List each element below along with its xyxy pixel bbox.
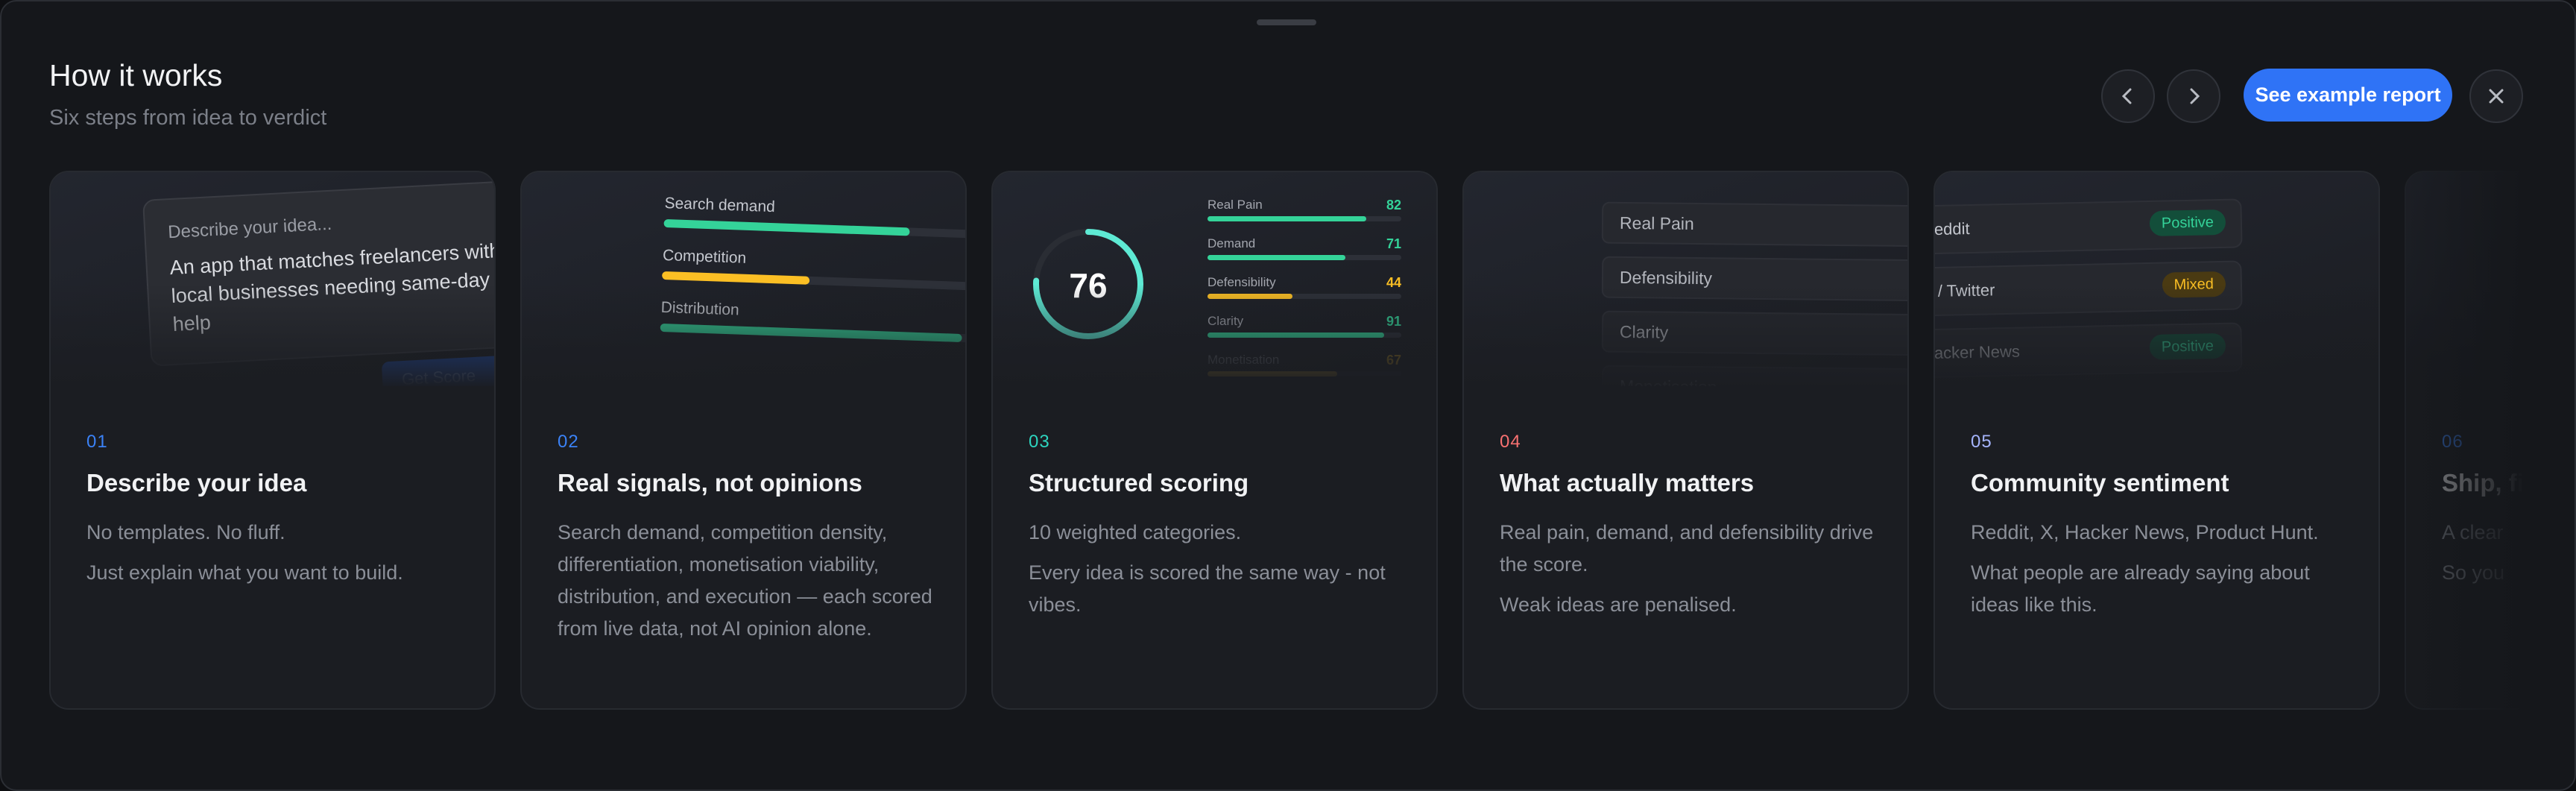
step-card: RedditPositiveX / TwitterMixedHacker New… [1933, 171, 2380, 710]
step-card: Real PainDefensibilityClarityMonetisatio… [1462, 171, 1909, 710]
step-body: Search demand, competition density, diff… [558, 517, 934, 653]
preview-fade [51, 284, 494, 388]
preview-fade [1464, 284, 1907, 388]
step-title: Real signals, not opinions [558, 469, 862, 497]
step-body: No templates. No fluff. Just explain what… [86, 517, 463, 597]
preview-fade [522, 284, 965, 388]
step-body: Real pain, demand, and defensibility dri… [1500, 517, 1876, 629]
row-label: Demand [1208, 236, 1256, 250]
drag-handle[interactable] [1257, 19, 1316, 25]
row-label: Real Pain [1208, 198, 1263, 212]
bar [663, 218, 910, 236]
row-value: 82 [1386, 198, 1401, 212]
step-text: Reddit, X, Hacker News, Product Hunt. [1971, 521, 2319, 543]
sentiment-badge: Positive [2149, 209, 2226, 236]
step-body: 10 weighted categories. Every idea is sco… [1029, 517, 1405, 629]
step-number: 04 [1500, 432, 1521, 452]
step-text: 10 weighted categories. [1029, 521, 1242, 543]
preview-fade [993, 284, 1436, 388]
close-button[interactable] [2469, 69, 2523, 123]
step-text: Every idea is scored the same way - not … [1029, 561, 1386, 616]
cta-button[interactable]: See example report [2244, 69, 2452, 122]
row-value: 71 [1386, 236, 1401, 251]
step-card: 76Real Pain82Demand71Defensibility44Clar… [991, 171, 1438, 710]
step-card: Search demandCompetitionDistribution02Re… [520, 171, 967, 710]
step-number: 02 [558, 432, 579, 452]
edge-fade [2402, 166, 2523, 717]
step-title: Community sentiment [1971, 469, 2229, 497]
step-card: Describe your idea... An app that matches… [49, 171, 496, 710]
source-name: Reddit [1935, 219, 1970, 239]
factor-row: Real Pain [1601, 201, 1907, 248]
step-number: 03 [1029, 432, 1050, 452]
preview-fade [1935, 284, 2378, 388]
step-text: No templates. No fluff. [86, 521, 285, 543]
step-body: Reddit, X, Hacker News, Product Hunt. Wha… [1971, 517, 2347, 629]
step-text: Search demand, competition density, diff… [558, 521, 932, 640]
row-bar [1208, 255, 1345, 260]
row-bar [1208, 216, 1367, 221]
step-number: 05 [1971, 432, 1992, 452]
step-text: Weak ideas are penalised. [1500, 593, 1737, 616]
step-text: Just explain what you want to build. [86, 561, 403, 584]
step-number: 01 [86, 432, 108, 452]
bar-label: Competition [662, 246, 747, 267]
step-title: Describe your idea [86, 469, 307, 497]
factor-label: Real Pain [1619, 212, 1694, 233]
prev-button[interactable] [2101, 69, 2155, 123]
title: How it works [49, 58, 223, 92]
step-title: What actually matters [1500, 469, 1755, 497]
close-icon [2489, 89, 2504, 104]
step-text: What people are already saying about ide… [1971, 561, 2310, 616]
cards-row: Describe your idea... An app that matches… [1, 1, 2523, 790]
next-icon [2190, 88, 2200, 104]
subtitle: Six steps from idea to verdict [49, 106, 327, 130]
source-row: Reddit Positive [1935, 198, 2243, 255]
input-label: Describe your idea... [167, 213, 332, 243]
bar [662, 271, 810, 285]
next-button[interactable] [2167, 69, 2220, 123]
bar-label: Search demand [664, 195, 776, 216]
step-title: Structured scoring [1029, 469, 1249, 497]
prev-icon [2121, 88, 2132, 104]
step-text: Real pain, demand, and defensibility dri… [1500, 521, 1874, 576]
